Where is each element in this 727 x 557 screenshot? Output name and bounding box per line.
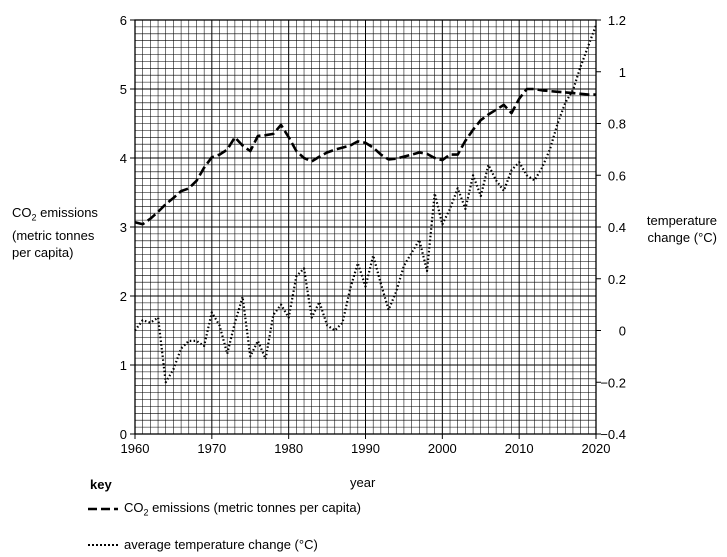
chart-grid [134, 19, 597, 435]
y-left-tick-label: 1 [120, 358, 127, 373]
y-left-axis-label: CO2 emissions (metric tonnes per capita) [12, 205, 98, 260]
y-right-tick-label: 0.4 [608, 220, 626, 235]
y-left-tick-label: 0 [120, 427, 127, 442]
series-line-temperature [134, 24, 598, 384]
chart-lines [134, 24, 598, 384]
y-right-tick-label: 1.2 [608, 13, 626, 28]
y-right-tick-label: 0.6 [608, 168, 626, 183]
x-tick-label: 1980 [274, 441, 303, 456]
y-left-tick-label: 4 [120, 151, 127, 166]
y-left-tick-label: 5 [120, 82, 127, 97]
x-tick-label: 2020 [582, 441, 611, 456]
chart-ticks: 1960 1970 1980 1990 2000 2010 2020 0 1 2 3 4 5 6 −0.4 −… [120, 13, 626, 456]
y-right-axis-label: temperature change (°C) [646, 213, 717, 245]
x-tick-label: 1960 [121, 441, 150, 456]
dotted-line-swatch [88, 543, 118, 546]
y-right-tick-label: 1 [619, 65, 626, 80]
x-tick-label: 2010 [505, 441, 534, 456]
y-right-tick-label: −0.2 [600, 375, 626, 390]
key-entry-co2: CO2 emissions (metric tonnes per capita) [88, 500, 361, 518]
dashed-line-swatch [88, 507, 118, 511]
y-right-tick-label: 0.8 [608, 117, 626, 132]
x-tick-label: 2000 [428, 441, 457, 456]
chart: 1960 1970 1980 1990 2000 2010 2020 0 1 2 3 4 5 6 −0.4 −… [120, 13, 626, 456]
y-left-tick-label: 3 [120, 220, 127, 235]
y-right-tick-label: 0.2 [608, 272, 626, 287]
x-tick-label: 1990 [351, 441, 380, 456]
y-right-tick-label: 0 [619, 324, 626, 339]
x-axis-label: year [350, 475, 376, 490]
y-right-tick-label: −0.4 [600, 427, 626, 442]
key-entry-temperature: average temperature change (°C) [88, 537, 318, 552]
series-line-co2 [134, 87, 596, 226]
key-co2-label: CO2 emissions (metric tonnes per capita) [124, 500, 361, 518]
y-left-tick-label: 2 [120, 289, 127, 304]
y-left-tick-label: 6 [120, 13, 127, 28]
x-tick-label: 1970 [197, 441, 226, 456]
key-temperature-label: average temperature change (°C) [124, 537, 318, 552]
key-title: key [90, 477, 112, 492]
